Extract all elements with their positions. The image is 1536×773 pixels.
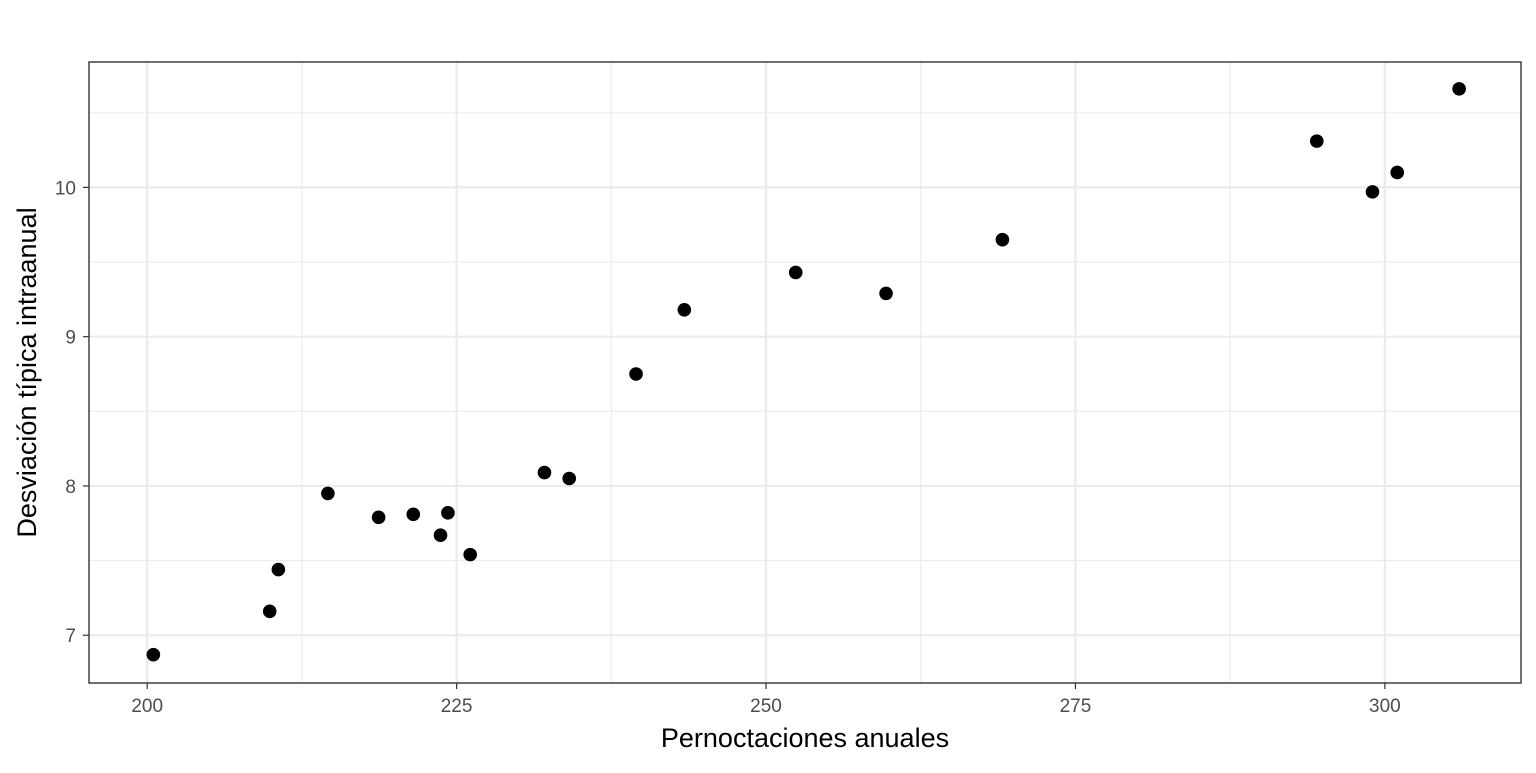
scatter-point	[788, 265, 803, 280]
scatter-point	[146, 647, 161, 662]
y-axis-title: Desviación típica intraanual	[12, 207, 42, 537]
scatter-point	[406, 507, 421, 522]
scatter-point	[441, 506, 455, 520]
x-tick-label: 275	[1060, 696, 1092, 717]
scatter-point	[677, 303, 692, 317]
data-points	[146, 82, 1466, 662]
x-axis-title: Pernoctaciones anuales	[661, 723, 949, 753]
grid-lines	[89, 62, 1521, 683]
y-tick-label: 7	[65, 626, 76, 647]
scatter-point	[879, 286, 893, 301]
y-tick-label: 8	[65, 477, 76, 498]
scatter-point	[321, 486, 335, 501]
x-tick-label: 300	[1369, 696, 1401, 717]
x-tick-label: 225	[441, 696, 473, 717]
scatter-point	[1365, 185, 1380, 199]
scatter-point	[1309, 134, 1324, 148]
scatter-point	[562, 471, 577, 486]
scatter-point	[271, 562, 286, 577]
y-tick-label: 9	[65, 328, 76, 349]
scatter-point	[371, 510, 386, 525]
x-tick-label: 250	[750, 696, 782, 717]
plot-panel-border	[88, 61, 1522, 684]
scatter-point	[463, 547, 478, 562]
scatter-point	[537, 465, 552, 480]
scatter-point	[629, 367, 643, 381]
scatter-point	[1452, 82, 1466, 96]
scatter-point	[1390, 165, 1405, 180]
axis-ticks: 200 225 250 275 300 7 8 9 10	[55, 178, 1401, 717]
scatter-point	[995, 232, 1010, 247]
x-tick-label: 200	[131, 696, 163, 717]
scatter-point	[262, 604, 277, 619]
scatter-point	[433, 528, 448, 543]
y-tick-label: 10	[55, 178, 76, 199]
